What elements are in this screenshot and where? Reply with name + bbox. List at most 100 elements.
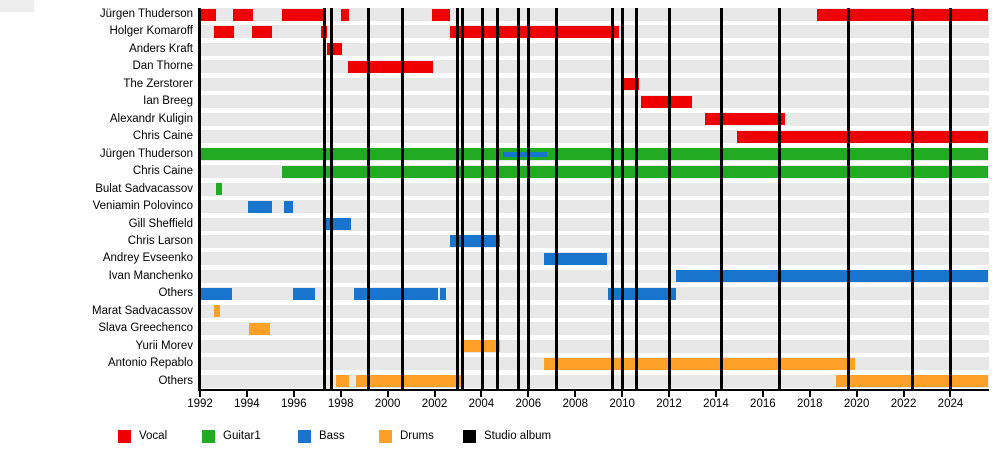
row-band [200, 8, 989, 21]
studio-album-line [456, 8, 460, 390]
studio-album-line [911, 8, 915, 390]
member-label: Jürgen Thuderson [99, 8, 193, 20]
member-label: Gill Sheffield [128, 217, 193, 230]
x-axis-tick [902, 391, 905, 397]
member-label: Holger Komaroff [109, 25, 193, 38]
member-label: Alexandr Kuligin [109, 112, 193, 125]
x-axis-tick [761, 391, 764, 397]
member-label: Antonio Repablo [107, 357, 193, 370]
timeline-bar-guitar1 [200, 148, 988, 161]
row-band [200, 200, 989, 214]
member-label: Anders Kraft [129, 42, 193, 55]
plot-area [200, 0, 989, 400]
row-band [200, 234, 989, 248]
x-axis-tick [480, 391, 483, 397]
legend-label: Drums [400, 430, 434, 442]
x-axis-tick-label: 2020 [843, 398, 870, 410]
legend-swatch-icon [379, 430, 392, 443]
legend-label: Vocal [139, 430, 168, 442]
x-axis-tick [527, 391, 530, 397]
studio-album-line [948, 8, 952, 390]
timeline-bar-vocal [432, 8, 450, 21]
row-band [200, 217, 989, 231]
x-axis-tick [668, 391, 671, 397]
member-label: The Zerstorer [123, 77, 193, 90]
timeline-bar-bass [608, 287, 677, 300]
row-band [200, 339, 989, 353]
timeline-bar-guitar1 [216, 183, 223, 196]
timeline-bar-vocal [251, 25, 272, 38]
timeline-bar-vocal [347, 60, 434, 73]
row-band [200, 95, 989, 109]
x-axis-tick-label: 2018 [796, 398, 823, 410]
timeline-bar-vocal [449, 25, 619, 38]
studio-album-line [496, 8, 500, 390]
x-axis-tick [714, 391, 717, 397]
timeline-bar-vocal [282, 8, 324, 21]
member-label: Dan Thorne [132, 60, 193, 73]
timeline-bar-drums [214, 305, 220, 318]
corner-artifact [0, 0, 34, 12]
member-label: Andrey Evseenko [102, 252, 193, 265]
member-label: Ian Breeg [143, 95, 193, 108]
x-axis-tick-label: 2000 [374, 398, 401, 410]
member-label: Slava Greechenco [98, 322, 193, 335]
x-axis-tick [808, 391, 811, 397]
member-label: Others [158, 287, 193, 300]
studio-album-line [620, 8, 624, 390]
x-axis-tick [949, 391, 952, 397]
legend-label: Studio album [484, 430, 552, 442]
timeline-bar-drums [355, 375, 462, 388]
studio-album-line [329, 8, 333, 390]
studio-album-line [481, 8, 485, 390]
studio-album-line [461, 8, 465, 390]
row-band [200, 182, 989, 196]
timeline-bar-bass [440, 287, 447, 300]
studio-album-line [667, 8, 671, 390]
timeline-bar-bass [353, 287, 439, 300]
x-axis-tick-label: 2006 [515, 398, 542, 410]
timeline-bar-bass [323, 218, 352, 231]
x-axis-tick [855, 391, 858, 397]
timeline-bar-vocal [200, 8, 217, 21]
member-label: Chris Larson [127, 234, 193, 247]
timeline-bar-vocal [640, 95, 693, 108]
x-axis-tick-label: 2024 [937, 398, 964, 410]
studio-album-line [846, 8, 850, 390]
row-band [200, 304, 989, 318]
timeline-bar-vocal [232, 8, 253, 21]
x-axis-tick-label: 2004 [468, 398, 495, 410]
legend-swatch-icon [298, 430, 311, 443]
member-labels-column: Jürgen Thuderson Holger Komaroff Anders Kr… [0, 0, 196, 400]
x-axis-tick-label: 2016 [750, 398, 776, 410]
studio-album-line [401, 8, 405, 390]
member-label: Ivan Manchenko [108, 269, 193, 282]
studio-album-line [720, 8, 724, 390]
timeline-bar-vocal [620, 78, 639, 91]
timeline-bar-vocal [705, 113, 786, 126]
legend-label: Bass [319, 430, 345, 442]
timeline-bar-bass [676, 270, 988, 283]
timeline-bar-vocal [737, 130, 988, 143]
x-axis-tick-label: 2002 [421, 398, 448, 410]
x-axis-tick [621, 391, 624, 397]
member-label: Marat Sadvacassov [92, 304, 193, 317]
plot-left-border [198, 8, 201, 390]
studio-album-line [367, 8, 371, 390]
studio-album-line [322, 8, 326, 390]
x-axis-tick-label: 1998 [327, 398, 354, 410]
x-axis-tick-label: 1992 [187, 398, 213, 410]
x-axis-tick-label: 2022 [890, 398, 917, 410]
timeline-bar-drums [336, 375, 349, 388]
studio-album-line [634, 8, 638, 390]
row-band [200, 322, 989, 336]
row-band [200, 112, 989, 126]
studio-album-line [526, 8, 530, 390]
row-band [200, 77, 989, 91]
studio-album-line [777, 8, 781, 390]
legend: Vocal Guitar1 Bass Drums Studio album [0, 430, 1000, 450]
member-label: Chris Caine [132, 130, 193, 143]
timeline-bar-drums [249, 322, 271, 335]
x-axis-tick-label: 2008 [562, 398, 589, 410]
member-label: Jürgen Thuderson [99, 147, 193, 160]
